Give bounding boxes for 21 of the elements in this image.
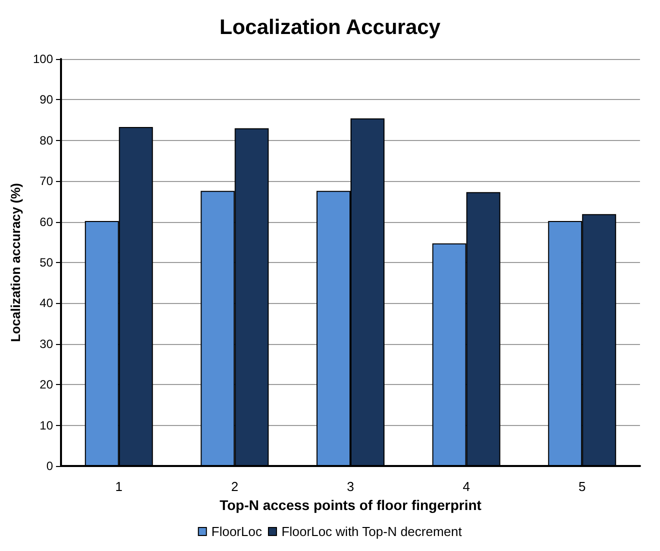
y-tick-label: 90 (40, 92, 54, 107)
y-tick-label: 70 (40, 174, 54, 188)
legend-label: FloorLoc (211, 524, 262, 539)
x-tick-label: 2 (231, 479, 238, 494)
y-tick-label: 80 (40, 133, 54, 148)
x-tick-label: 4 (462, 479, 470, 494)
y-axis-title: Localization accuracy (%) (8, 183, 24, 342)
y-tick-label: 30 (40, 336, 54, 351)
x-tick-label: 5 (578, 479, 586, 494)
y-tick-label: 100 (32, 52, 54, 66)
y-tick-label: 20 (40, 378, 54, 392)
y-tick-label: 0 (46, 459, 54, 473)
y-tick-label: 50 (40, 256, 54, 270)
legend-label: FloorLoc with Top-N decrement (281, 524, 462, 539)
x-tick-label: 3 (346, 479, 354, 494)
x-axis-title: Top-N access points of floor fingerprint (220, 497, 482, 513)
y-tick-label: 60 (40, 214, 54, 229)
y-tick-label: 40 (40, 296, 54, 310)
x-tick-label: 1 (115, 479, 123, 494)
chart-title: Localization Accuracy (220, 16, 441, 39)
y-tick-label: 10 (40, 418, 54, 432)
